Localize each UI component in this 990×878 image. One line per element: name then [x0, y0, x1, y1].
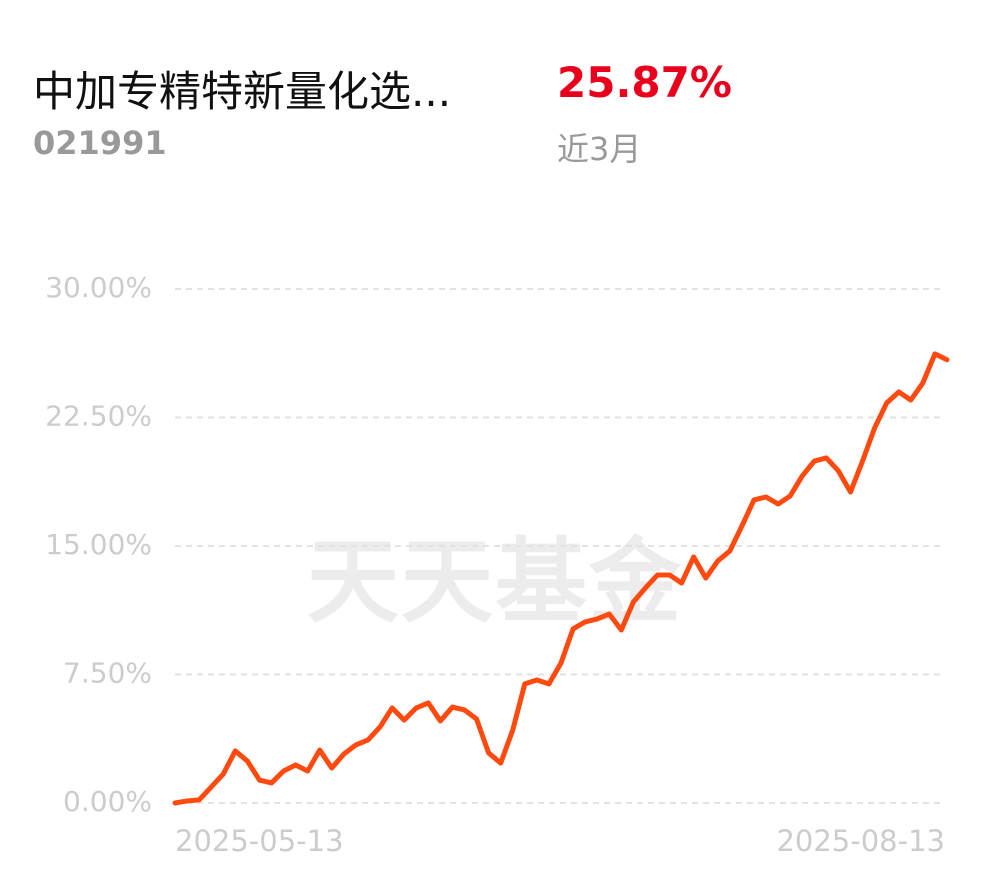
x-tick-label: 2025-05-13: [175, 824, 344, 858]
line-series: [172, 351, 950, 806]
return-period: 近3月: [557, 130, 642, 168]
fund-name: 中加专精特新量化选...: [33, 67, 452, 116]
x-tick-label: 2025-08-13: [776, 824, 945, 858]
fund-code: 021991: [33, 124, 167, 162]
y-tick-label: 0.00%: [63, 785, 152, 818]
return-value: 25.87%: [557, 58, 732, 107]
y-tick-label: 30.00%: [45, 271, 152, 304]
y-tick-label: 7.50%: [63, 657, 152, 690]
y-tick-label: 22.50%: [45, 400, 152, 433]
y-tick-label: 15.00%: [45, 528, 152, 561]
